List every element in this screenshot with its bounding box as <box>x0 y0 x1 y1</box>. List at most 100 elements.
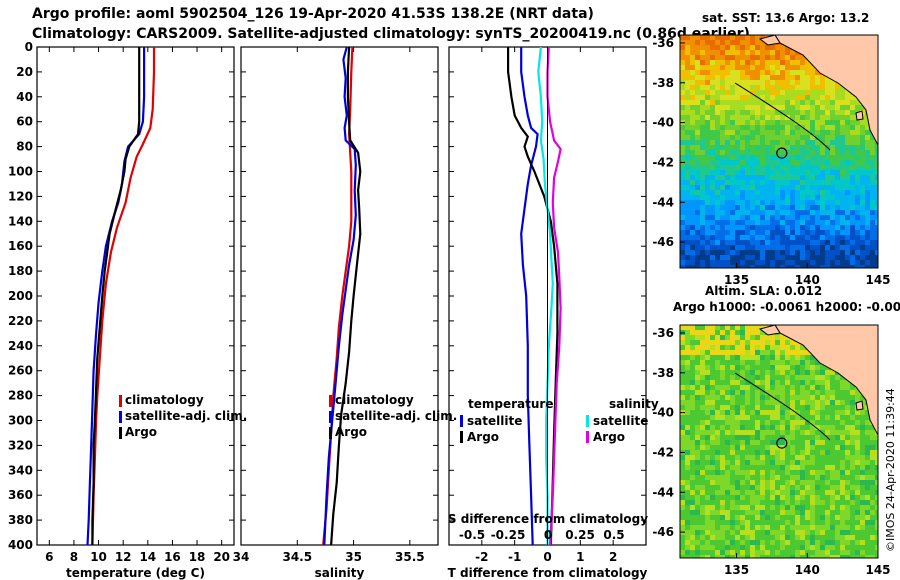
map-cell <box>875 520 878 526</box>
map-cell <box>830 240 836 246</box>
map-cell <box>715 60 721 66</box>
map-cell <box>865 425 871 431</box>
map-cell <box>690 525 696 531</box>
map-cell <box>800 465 806 471</box>
map-cell <box>780 180 786 186</box>
map-cell <box>795 145 801 151</box>
map-cell <box>710 445 716 451</box>
map-cell <box>850 440 856 446</box>
map-cell <box>790 425 796 431</box>
map-cell <box>825 450 831 456</box>
map-cell <box>710 335 716 341</box>
map-cell <box>740 380 746 386</box>
map-cell <box>875 460 878 466</box>
map-cell <box>685 465 691 471</box>
map-cell <box>725 535 731 541</box>
map-cell <box>740 55 746 61</box>
map-cell <box>785 130 791 136</box>
map-cell <box>830 555 836 558</box>
map-cell <box>695 210 701 216</box>
map-cell <box>815 505 821 511</box>
map-cell <box>700 95 706 101</box>
map-cell <box>855 215 861 221</box>
map-cell <box>705 450 711 456</box>
map-cell <box>750 240 756 246</box>
map-cell <box>810 430 816 436</box>
map-cell <box>800 240 806 246</box>
temperature-plot-frame <box>36 46 235 546</box>
map-cell <box>740 495 746 501</box>
map-cell <box>710 380 716 386</box>
map-cell <box>760 335 766 341</box>
map-cell <box>815 390 821 396</box>
map-cell <box>685 230 691 236</box>
map-cell <box>725 145 731 151</box>
map-cell <box>755 475 761 481</box>
map-cell <box>685 215 691 221</box>
map-cell <box>695 535 701 541</box>
map-cell <box>870 205 876 211</box>
map-cell <box>715 215 721 221</box>
map-cell <box>810 390 816 396</box>
map-cell <box>875 195 878 201</box>
map-cell <box>725 100 731 106</box>
map-cell <box>780 195 786 201</box>
map-cell <box>760 80 766 86</box>
map-cell <box>825 425 831 431</box>
map-cell <box>735 220 741 226</box>
map-cell <box>750 365 756 371</box>
map-cell <box>785 85 791 91</box>
map-cell <box>785 160 791 166</box>
map-cell <box>785 195 791 201</box>
map-cell <box>730 440 736 446</box>
map-cell <box>830 160 836 166</box>
map-cell <box>685 505 691 511</box>
map-cell <box>800 490 806 496</box>
map-cell <box>735 55 741 61</box>
map-cell <box>775 100 781 106</box>
map-cell <box>735 40 741 46</box>
map-cell <box>850 525 856 531</box>
map-cell <box>825 525 831 531</box>
map-cell <box>825 390 831 396</box>
map-cell <box>795 140 801 146</box>
map-cell <box>730 135 736 141</box>
map-cell <box>720 475 726 481</box>
temperature-argo-line <box>91 47 141 545</box>
map-cell <box>830 410 836 416</box>
map-cell <box>795 135 801 141</box>
map-cell <box>775 470 781 476</box>
map-cell <box>760 45 766 51</box>
map-cell <box>840 475 846 481</box>
map-cell <box>795 460 801 466</box>
map-cell <box>765 115 771 121</box>
map-cell <box>825 195 831 201</box>
map-cell <box>860 415 866 421</box>
map-cell <box>755 105 761 111</box>
map-cell <box>735 380 741 386</box>
map-cell <box>760 535 766 541</box>
map-cell <box>790 455 796 461</box>
map-cell <box>685 335 691 341</box>
map-cell <box>805 500 811 506</box>
map-cell <box>765 425 771 431</box>
map-cell <box>840 210 846 216</box>
map-cell <box>710 525 716 531</box>
map-cell <box>705 115 711 121</box>
map-cell <box>835 405 841 411</box>
map-cell <box>825 135 831 141</box>
map-cell <box>820 90 826 96</box>
map-cell <box>820 220 826 226</box>
map-cell <box>685 125 691 131</box>
map-cell <box>755 325 761 331</box>
map-cell <box>765 90 771 96</box>
map-cell <box>695 65 701 71</box>
map-cell <box>735 340 741 346</box>
temperature-x-tick-label: 10 <box>90 550 107 564</box>
map-cell <box>700 395 706 401</box>
map-cell <box>690 190 696 196</box>
map-cell <box>755 530 761 536</box>
map-cell <box>745 115 751 121</box>
map-cell <box>840 160 846 166</box>
map-cell <box>690 160 696 166</box>
